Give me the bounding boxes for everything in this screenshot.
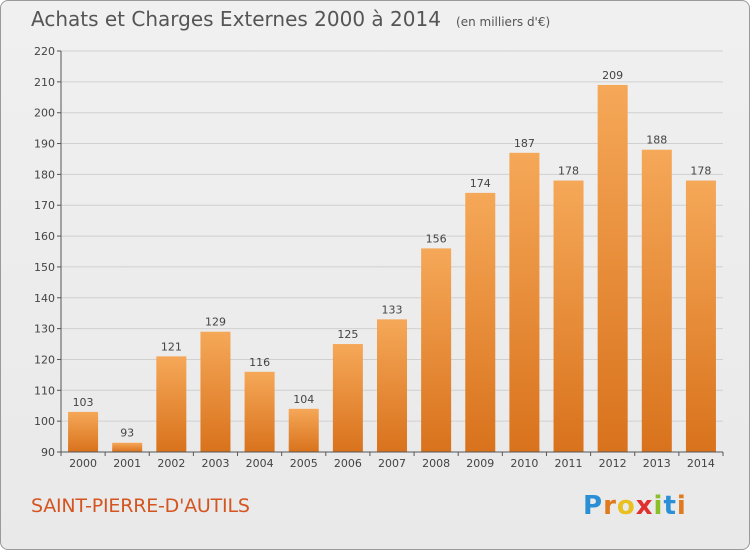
commune-name: SAINT-PIERRE-D'AUTILS xyxy=(31,495,250,517)
data-label-2002: 121 xyxy=(161,340,182,353)
x-tick-label: 2007 xyxy=(378,457,406,470)
bar-2010 xyxy=(509,152,540,453)
bar-2005 xyxy=(288,408,319,452)
x-tick-label: 2000 xyxy=(69,457,97,470)
bars xyxy=(68,84,716,453)
bar-2006 xyxy=(332,344,363,452)
y-tick-label: 180 xyxy=(34,168,55,181)
x-tick-label: 2009 xyxy=(466,457,494,470)
data-label-2014: 178 xyxy=(690,165,711,178)
bar-2001 xyxy=(112,442,143,452)
x-tick-label: 2006 xyxy=(334,457,362,470)
data-label-2008: 156 xyxy=(426,232,447,245)
y-tick-label: 160 xyxy=(34,230,55,243)
y-tick-label: 150 xyxy=(34,261,55,274)
bar-2013 xyxy=(641,149,672,452)
title-row: Achats et Charges Externes 2000 à 2014 (… xyxy=(31,7,550,31)
x-tick-label: 2002 xyxy=(157,457,185,470)
x-tick-label: 2004 xyxy=(246,457,274,470)
bar-2002 xyxy=(156,356,187,452)
data-label-2009: 174 xyxy=(470,177,491,190)
x-tick-label: 2014 xyxy=(687,457,715,470)
y-tick-label: 140 xyxy=(34,292,55,305)
logo-letter: t xyxy=(663,491,677,521)
data-label-2006: 125 xyxy=(337,328,358,341)
data-label-2003: 129 xyxy=(205,316,226,329)
bar-2003 xyxy=(200,331,231,452)
x-tick-label: 2010 xyxy=(510,457,538,470)
y-tick-label: 210 xyxy=(34,76,55,89)
logo-letter: P xyxy=(583,491,604,521)
data-label-2004: 116 xyxy=(249,356,270,369)
x-tick-label: 2005 xyxy=(290,457,318,470)
x-tick-label: 2011 xyxy=(555,457,583,470)
data-labels: 103 93 121 129 116 104 125 133 156 174 187 178 209 18… xyxy=(73,69,712,440)
bar-2014 xyxy=(685,180,716,453)
y-tick-label: 220 xyxy=(34,45,55,58)
bar-2008 xyxy=(421,248,452,452)
y-axis-ticks: 90 100 110 120 130 140 150 160 170 180 190 200 210 22… xyxy=(34,45,61,459)
y-tick-label: 130 xyxy=(34,323,55,336)
data-label-2012: 209 xyxy=(602,69,623,82)
data-label-2007: 133 xyxy=(382,303,403,316)
bar-2007 xyxy=(376,319,408,452)
y-tick-label: 110 xyxy=(34,384,55,397)
data-label-2005: 104 xyxy=(293,393,314,406)
x-tick-label: 2001 xyxy=(113,457,141,470)
data-label-2011: 178 xyxy=(558,165,579,178)
y-tick-label: 120 xyxy=(34,353,55,366)
logo-letter: r xyxy=(603,491,617,521)
x-axis-ticks: 2000 2001 2002 2003 2004 2005 2006 2007 2008 2009… xyxy=(60,452,724,470)
chart-title: Achats et Charges Externes 2000 à 2014 xyxy=(31,7,441,31)
y-tick-label: 190 xyxy=(34,138,55,151)
y-tick-label: 100 xyxy=(34,415,55,428)
data-label-2010: 187 xyxy=(514,137,535,150)
x-tick-label: 2012 xyxy=(599,457,627,470)
bar-2012 xyxy=(597,84,628,452)
x-tick-label: 2008 xyxy=(422,457,450,470)
x-tick-label: 2003 xyxy=(201,457,229,470)
data-label-2001: 93 xyxy=(120,427,134,440)
y-tick-label: 200 xyxy=(34,107,55,120)
data-label-2000: 103 xyxy=(73,396,94,409)
data-label-2013: 188 xyxy=(646,134,667,147)
logo-letter: o xyxy=(616,491,636,521)
logo-letter: i xyxy=(653,491,664,521)
axes xyxy=(60,51,723,453)
logo-letter: x xyxy=(635,491,654,521)
bar-2000 xyxy=(68,411,99,452)
y-tick-label: 90 xyxy=(41,446,55,459)
x-tick-label: 2013 xyxy=(643,457,671,470)
y-tick-label: 170 xyxy=(34,199,55,212)
proxiti-logo: Proxiti xyxy=(583,491,687,521)
bar-2011 xyxy=(553,180,584,453)
bar-2004 xyxy=(244,371,275,452)
bar-2009 xyxy=(465,192,496,452)
logo-letter: i xyxy=(676,491,687,521)
chart-subtitle: (en milliers d'€) xyxy=(456,15,551,29)
